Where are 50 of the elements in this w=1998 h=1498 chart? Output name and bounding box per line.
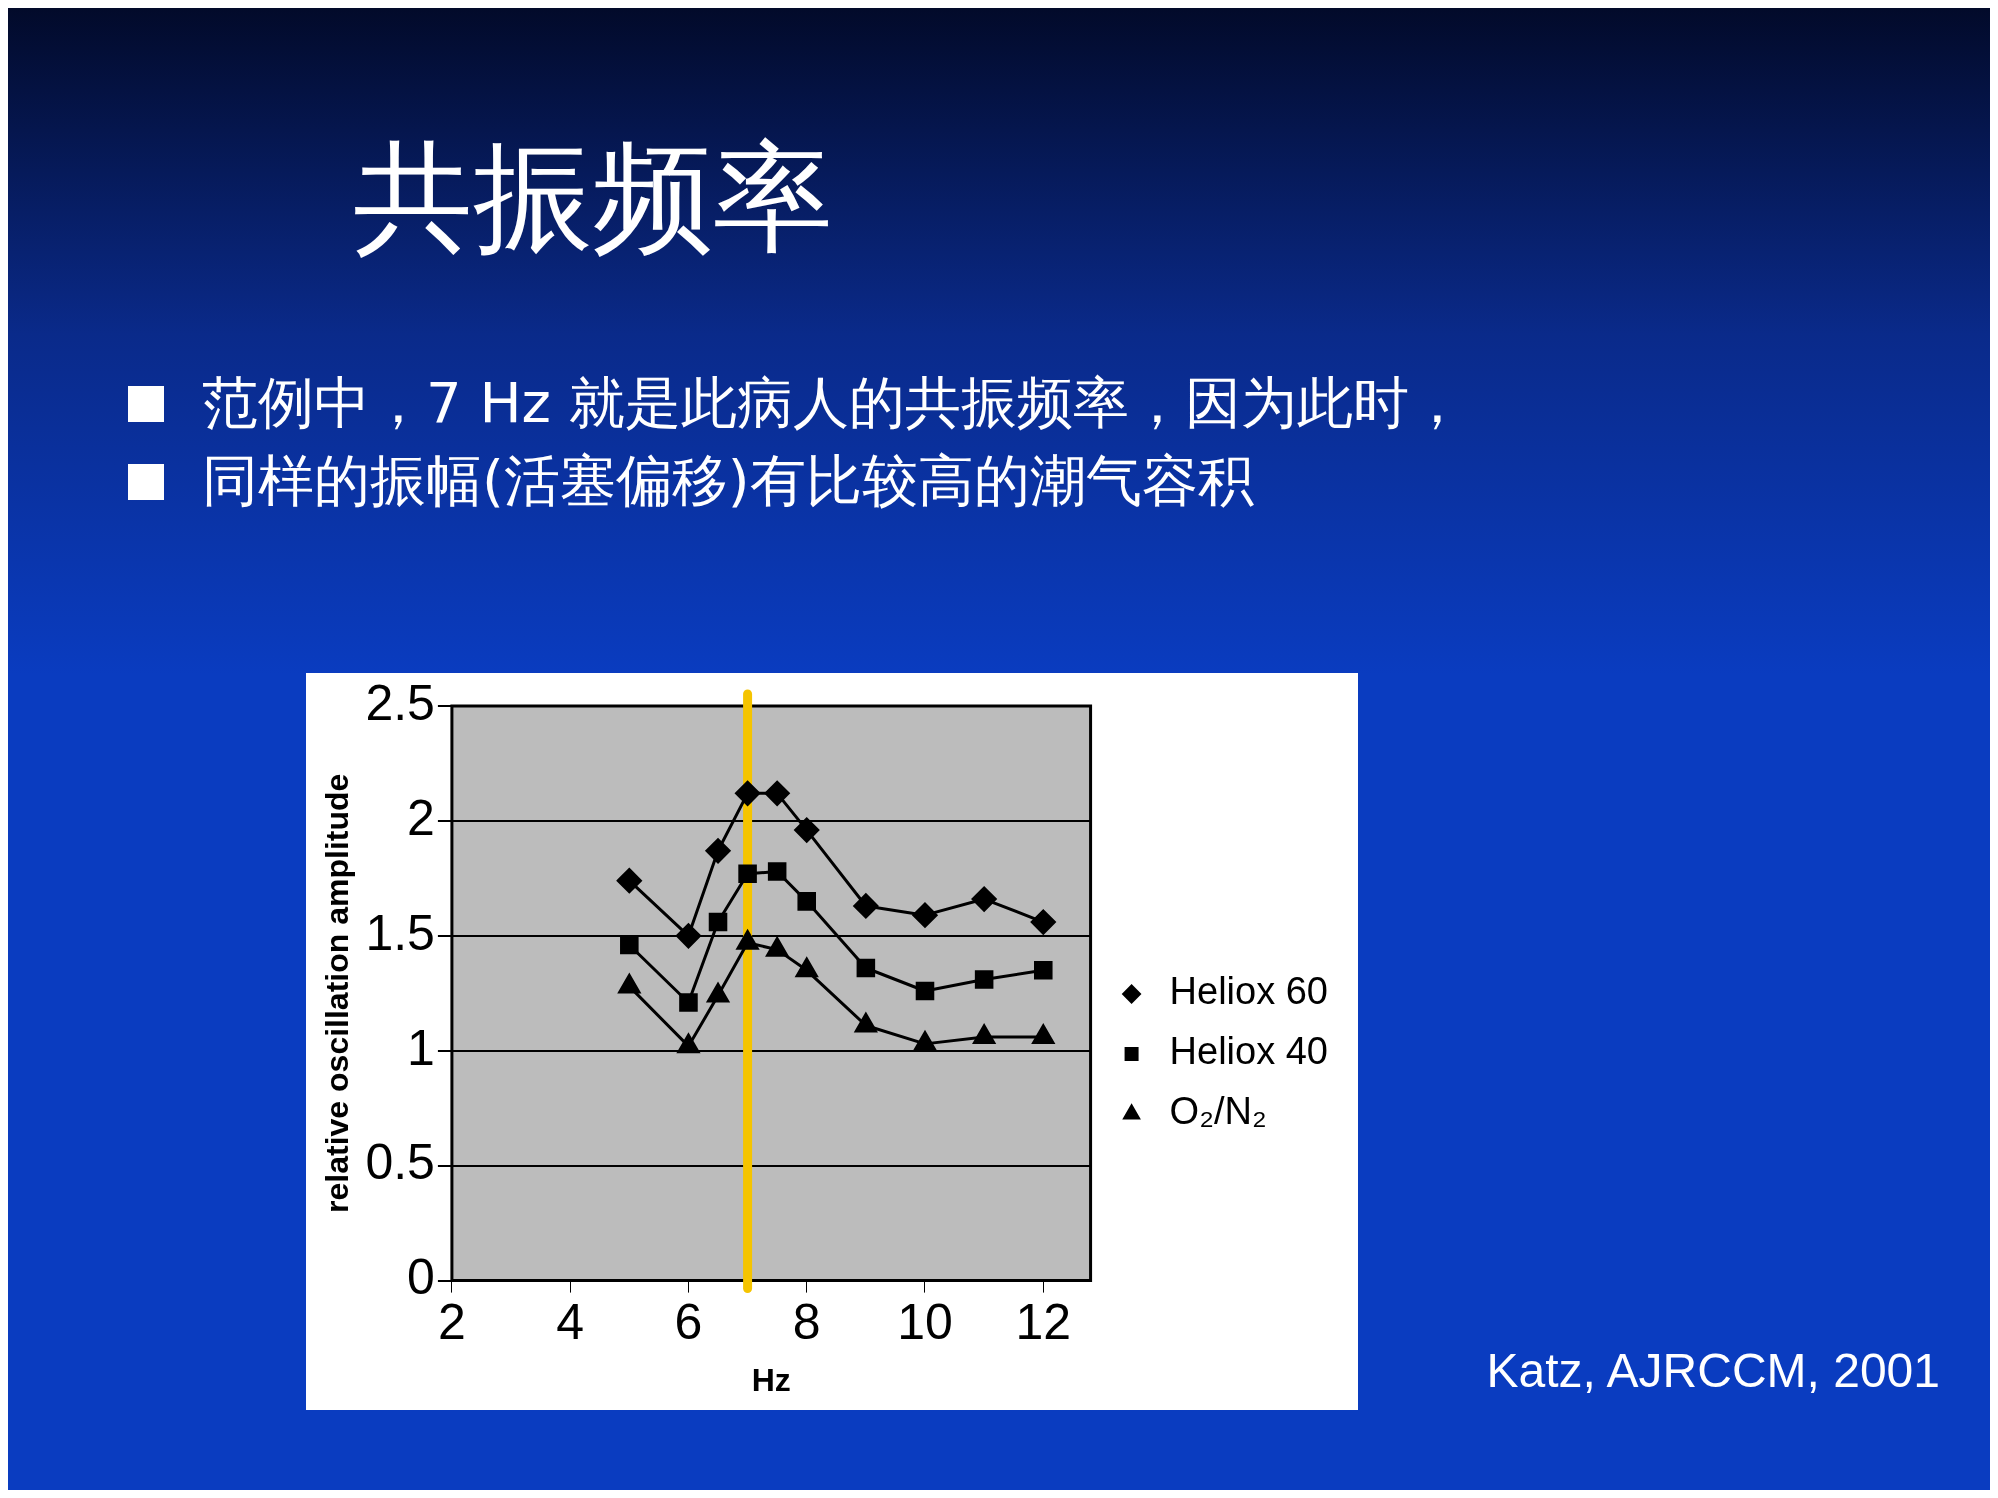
chart-title: 共振频率 [353, 127, 833, 269]
text: 范例中，7 Hz 就是此病人的共振频率，因为此时， [202, 369, 1465, 437]
point [736, 930, 759, 950]
x-axis-title: Hz [751, 1361, 791, 1398]
point [912, 902, 938, 928]
point [973, 1024, 996, 1044]
point [1033, 961, 1053, 980]
y-tick-label: 1 [407, 1019, 435, 1076]
point [913, 1031, 937, 1051]
point [797, 892, 816, 911]
point [853, 893, 879, 919]
point [974, 970, 994, 989]
x-tick-label: 8 [792, 1294, 821, 1351]
point [1030, 909, 1056, 935]
y-tick-label: 0.5 [365, 1134, 435, 1191]
point [854, 1012, 877, 1033]
point [856, 958, 876, 978]
point [767, 862, 787, 881]
point [618, 973, 641, 994]
point [677, 1033, 700, 1054]
text: 同样的振幅(活塞偏移)有比较高的潮气容积 [202, 447, 1254, 515]
x-tick-label: 12 [1015, 1294, 1072, 1351]
point [735, 780, 761, 806]
legend-label: O₂/N₂ [1169, 1090, 1267, 1133]
point [794, 817, 820, 843]
y-tick-label: 0 [407, 1249, 435, 1306]
point [708, 912, 728, 932]
point [616, 868, 642, 894]
point [766, 937, 789, 957]
point [764, 780, 790, 806]
legend-label: Heliox 40 [1169, 1030, 1328, 1073]
point [738, 864, 757, 884]
point [1032, 1024, 1055, 1044]
point [675, 923, 701, 949]
point [679, 993, 698, 1012]
point [971, 886, 997, 912]
y-axis-title: relative oscillation amplitude [319, 773, 356, 1213]
y-tick-label: 2 [407, 789, 435, 846]
y-tick-label: 2.5 [365, 674, 435, 731]
y-tick-label: 1.5 [365, 904, 435, 961]
point [915, 981, 935, 1001]
x-tick-label: 6 [674, 1294, 703, 1351]
legend-label: Heliox 60 [1169, 970, 1328, 1013]
point [620, 935, 639, 955]
point [706, 983, 730, 1003]
point [795, 957, 818, 978]
x-tick-label: 10 [897, 1294, 953, 1351]
x-tick-label: 4 [556, 1294, 585, 1351]
text: Katz, AJRCCM, 2001 [1486, 1343, 1940, 1398]
point [705, 838, 731, 864]
